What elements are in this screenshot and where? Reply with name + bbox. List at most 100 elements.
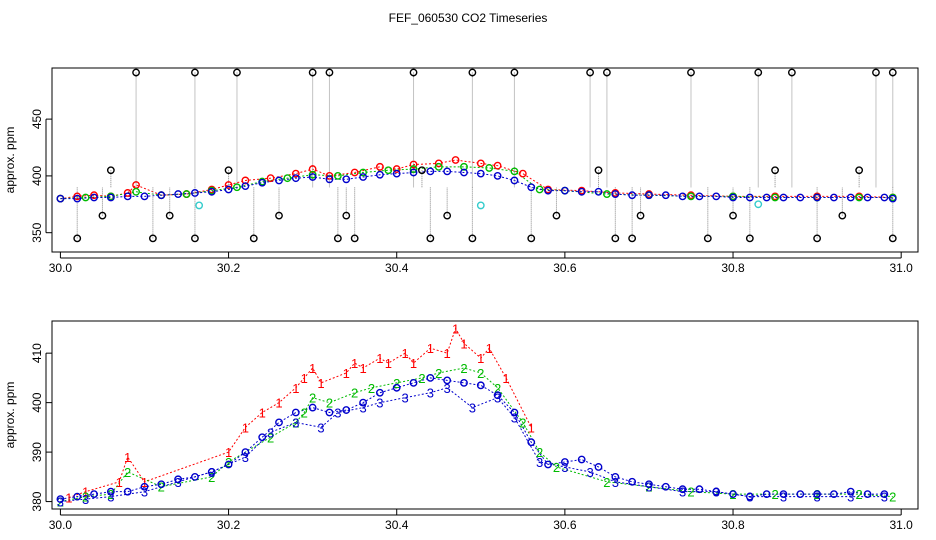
series-2-point: 2 [494,381,501,396]
series-3-circles-point [830,490,838,499]
series-2-point [182,190,191,198]
series-3-circles-point [560,458,569,466]
series-outliers-point [787,68,796,77]
series-outliers-point [687,68,695,77]
series-3-circles-point [863,490,872,499]
series-3-circles-point [476,381,485,390]
series-3-point [846,193,855,202]
series-3-point [392,169,401,178]
series-1-point [350,168,359,177]
series-outliers-point [426,234,435,243]
series-3-point [275,176,283,185]
series-outliers-point [409,68,418,77]
series-2-point: 2 [124,465,131,480]
series-1-point: 1 [65,491,72,506]
series-outliers-point [106,166,115,175]
series-2-point: 2 [368,381,375,396]
series-3-point [342,175,351,184]
series-3-point: 3 [746,490,753,505]
series-3-point [191,189,199,197]
series-3-circles-point [342,406,351,414]
series-3-circles-point [275,418,283,427]
series-3-point: 3 [847,490,854,505]
series-1-point: 1 [460,336,467,351]
series-3-point [291,174,300,183]
series-3-point: 3 [376,396,383,411]
series-outliers-point [275,211,283,220]
series-1-point [451,156,460,164]
series-outliers-point [418,166,426,175]
series-3-point: 3 [317,420,324,435]
series-3-point: 3 [267,425,274,440]
series-2-point: 2 [326,396,333,411]
series-2-point [460,162,468,171]
series-1-point [266,174,275,183]
series-1-point: 1 [486,341,493,356]
series-3-circles-point [106,487,115,496]
series-outliers-point [636,211,645,220]
series-3-point: 3 [713,485,720,500]
series-2-point: 2 [771,487,778,502]
series-3-point [308,173,317,181]
series-2-point: 2 [460,361,467,376]
series-3-point: 3 [469,401,476,416]
series-3-circles-point [577,455,586,464]
series-3-point [762,193,771,202]
x-tick-label: 30.8 [721,261,745,275]
chart-title: FEF_060530 CO2 Timeseries [389,11,548,25]
series-2-point: 2 [82,490,89,505]
series-1-point: 1 [309,361,316,376]
series-2-point [687,192,695,201]
series-2-point: 2 [309,391,316,406]
series-2-point: 2 [519,415,526,430]
series-3-circles-point [140,482,149,491]
series-3-point [359,173,367,181]
series-3-circles-point [258,433,267,442]
series-2-point: 2 [889,490,896,505]
series-3-point [157,191,166,200]
series-3-circles-point [157,480,166,489]
series-2-point [283,174,292,183]
series-3-circles-point [628,477,637,486]
series-1-point [73,192,82,201]
series-3-point [258,178,267,187]
x-tick-label: 30.4 [385,261,409,275]
series-2-point [308,170,317,179]
series-trace [60,159,893,200]
series-3-point [712,192,721,201]
series-3-circles-point [123,487,132,496]
series-3-circles-point [527,438,536,447]
series-2-point: 2 [477,366,484,381]
series-3-point [426,167,435,176]
series-outliers-point [98,211,107,220]
series-flagged-point [195,201,204,210]
series-3-circles-point [426,373,435,382]
series-3-point [325,175,334,184]
series-3-circles-point [493,391,502,400]
series-3-point [796,193,805,202]
plot-frame [51,320,919,510]
series-outliers-point [754,68,763,77]
series-3-circles-point [729,490,737,499]
series-3-point [476,169,485,178]
series-3-point: 3 [612,475,619,490]
series-3-circles-point [291,408,300,417]
top-panel: 30.0 30.2 30.4 30.6 30.8 31.0 350 400 450 approx.… [3,67,919,275]
series-2-point [535,185,544,194]
series-3-circles-point [392,383,401,392]
series-outliers-point [132,68,140,77]
series-outliers-point [586,68,594,77]
series-1-point: 1 [141,475,148,490]
series-3-circles-point [678,485,687,494]
series-3-circles-point [880,490,889,499]
series-1-point: 1 [385,356,392,371]
series-1-point: 1 [528,420,535,435]
series-1-point [123,189,132,197]
series-1-point [409,160,418,169]
series-1-point [434,159,443,168]
series-outliers-point [308,68,317,77]
series-3-point [376,170,384,179]
series-3-point [880,193,889,202]
series-2-point: 2 [301,406,308,421]
y-axis-title: approx. ppm [3,382,17,449]
